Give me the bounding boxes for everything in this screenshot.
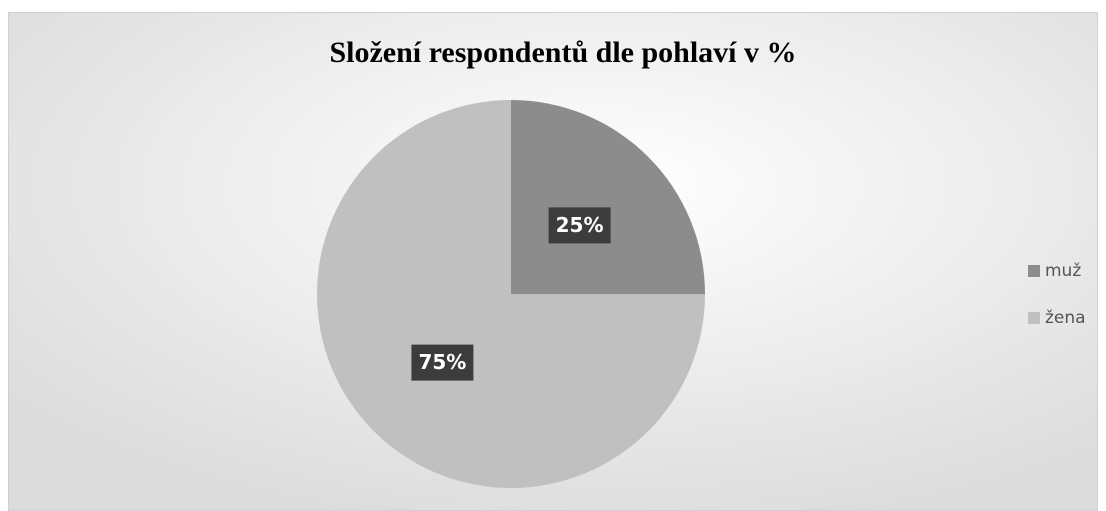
data-label: 25% <box>556 213 604 237</box>
legend-swatch <box>1028 312 1040 324</box>
data-label-box <box>411 344 474 381</box>
data-label: 75% <box>418 350 466 374</box>
pie-slice <box>317 100 705 488</box>
legend-label: muž <box>1045 261 1081 281</box>
legend-swatch <box>1028 265 1040 277</box>
legend-label: žena <box>1045 308 1086 328</box>
data-label-box <box>548 207 611 244</box>
chart-title: Složení respondentů dle pohlaví v % <box>329 36 796 69</box>
pie-slice <box>511 100 705 294</box>
